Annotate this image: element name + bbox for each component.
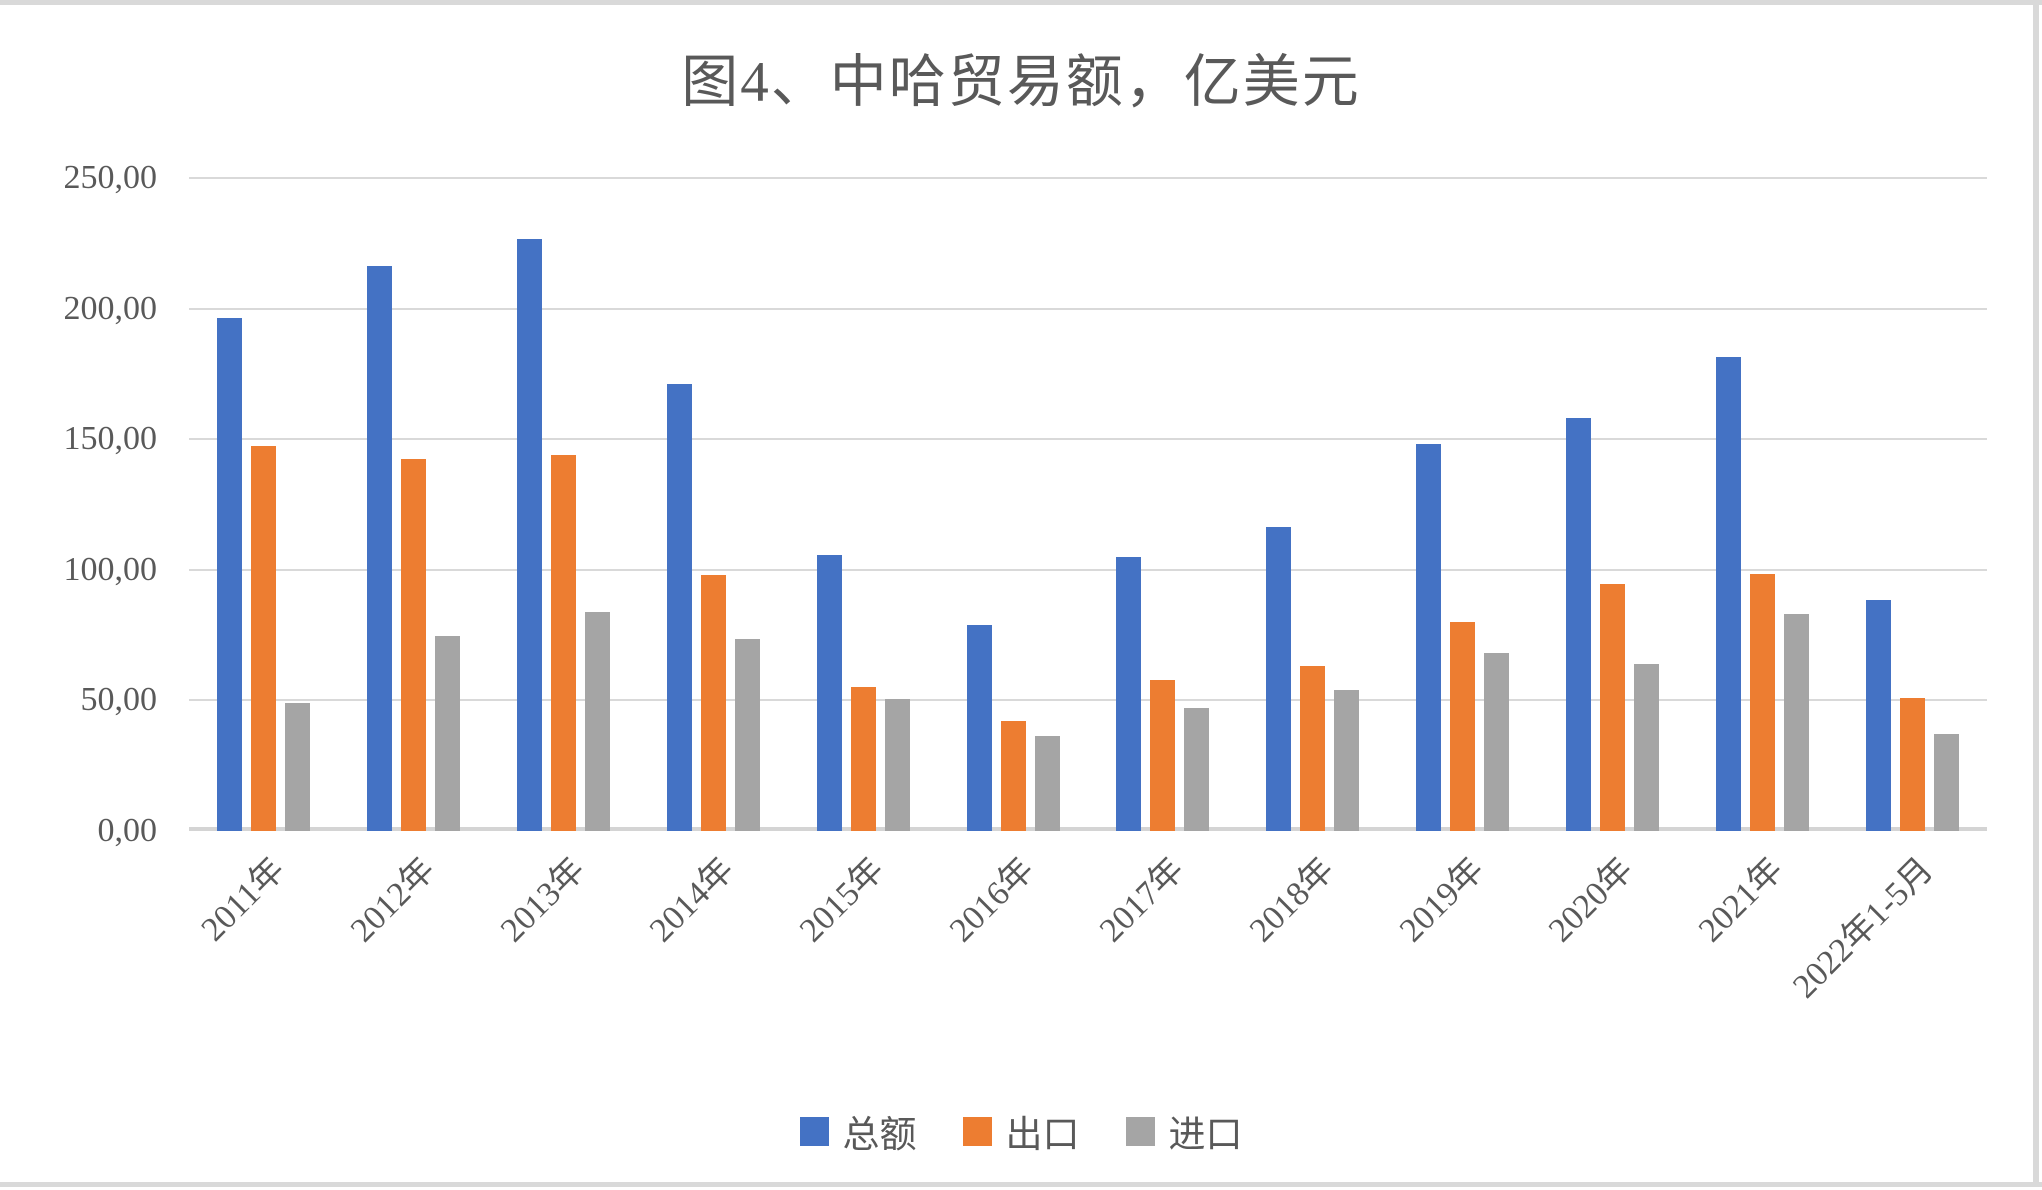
y-axis-label: 0,00 bbox=[97, 812, 158, 849]
bar-import bbox=[1933, 734, 1959, 831]
x-axis-label: 2012年 bbox=[343, 851, 442, 950]
bar-import bbox=[285, 703, 311, 831]
bar-import bbox=[1633, 663, 1659, 831]
bar-import bbox=[884, 699, 910, 831]
bar-import bbox=[734, 639, 760, 831]
bar-export bbox=[700, 575, 726, 831]
gridline bbox=[189, 568, 1987, 571]
legend-item-import: 进口 bbox=[1125, 1104, 1243, 1158]
legend: 总额 出口 进口 bbox=[0, 1104, 2042, 1158]
bar-export bbox=[1450, 622, 1476, 831]
bar-import bbox=[1184, 708, 1210, 831]
bar-total bbox=[666, 384, 692, 831]
bar-total bbox=[217, 317, 243, 831]
legend-swatch-total bbox=[799, 1116, 829, 1146]
bar-import bbox=[585, 611, 611, 831]
x-axis-label: 2020年 bbox=[1542, 851, 1641, 950]
page-border-right bbox=[2033, 0, 2039, 1187]
x-axis-label: 2011年 bbox=[194, 851, 293, 949]
y-axis-label: 250,00 bbox=[63, 159, 158, 196]
x-axis-label: 2017年 bbox=[1092, 851, 1192, 950]
gridline bbox=[189, 699, 1987, 702]
bar-total bbox=[1565, 418, 1591, 831]
bar-total bbox=[1266, 526, 1292, 831]
x-axis-label: 2018年 bbox=[1242, 851, 1341, 950]
y-axis-label: 200,00 bbox=[63, 289, 158, 327]
gridline bbox=[189, 438, 1987, 441]
bar-export bbox=[1000, 721, 1026, 831]
y-axis-label: 50,00 bbox=[80, 681, 158, 719]
x-axis-label: 2022年1-5月 bbox=[1785, 851, 1941, 1006]
legend-swatch-export bbox=[962, 1116, 992, 1146]
bar-total bbox=[1865, 599, 1891, 831]
x-axis-baseline bbox=[189, 827, 1987, 831]
bar-import bbox=[1334, 689, 1360, 831]
legend-item-export: 出口 bbox=[962, 1104, 1080, 1158]
bar-total bbox=[966, 624, 992, 831]
page-border-bottom bbox=[0, 1182, 2042, 1187]
bar-import bbox=[1034, 735, 1060, 831]
legend-swatch-import bbox=[1125, 1116, 1155, 1146]
y-axis-label: 100,00 bbox=[63, 550, 158, 588]
page-border-top bbox=[0, 0, 2042, 5]
legend-label-import: 进口 bbox=[1168, 1115, 1243, 1156]
bar-export bbox=[1599, 584, 1625, 831]
x-axis-label: 2019年 bbox=[1392, 851, 1491, 950]
legend-label-export: 出口 bbox=[1005, 1115, 1080, 1156]
bar-export bbox=[1150, 679, 1176, 831]
bar-total bbox=[1715, 356, 1741, 831]
bar-export bbox=[1749, 573, 1775, 831]
bar-export bbox=[1899, 697, 1925, 831]
legend-label-total: 总额 bbox=[842, 1115, 917, 1156]
bar-export bbox=[551, 454, 577, 831]
bar-export bbox=[251, 445, 277, 831]
bar-import bbox=[1484, 653, 1510, 831]
bar-export bbox=[1300, 666, 1326, 831]
plot-area bbox=[189, 177, 1987, 831]
legend-item-total: 总额 bbox=[799, 1104, 917, 1158]
bar-export bbox=[401, 458, 427, 831]
x-axis-label: 2014年 bbox=[643, 851, 742, 950]
x-axis-label: 2021年 bbox=[1692, 851, 1791, 950]
x-axis-label: 2016年 bbox=[942, 851, 1042, 950]
x-axis-label: 2013年 bbox=[493, 851, 592, 950]
bar-total bbox=[816, 555, 842, 831]
bar-export bbox=[850, 687, 876, 831]
bar-total bbox=[367, 265, 393, 831]
chart-title: 图4、中哈贸易额，亿美元 bbox=[681, 51, 1361, 114]
bar-total bbox=[1116, 556, 1142, 831]
bar-total bbox=[517, 239, 543, 831]
bar-import bbox=[435, 636, 461, 831]
gridline bbox=[189, 307, 1987, 310]
gridline bbox=[189, 177, 1987, 179]
x-axis-label: 2015年 bbox=[793, 851, 892, 950]
bar-total bbox=[1416, 444, 1442, 831]
bar-import bbox=[1783, 614, 1809, 831]
y-axis-label: 150,00 bbox=[63, 420, 158, 458]
